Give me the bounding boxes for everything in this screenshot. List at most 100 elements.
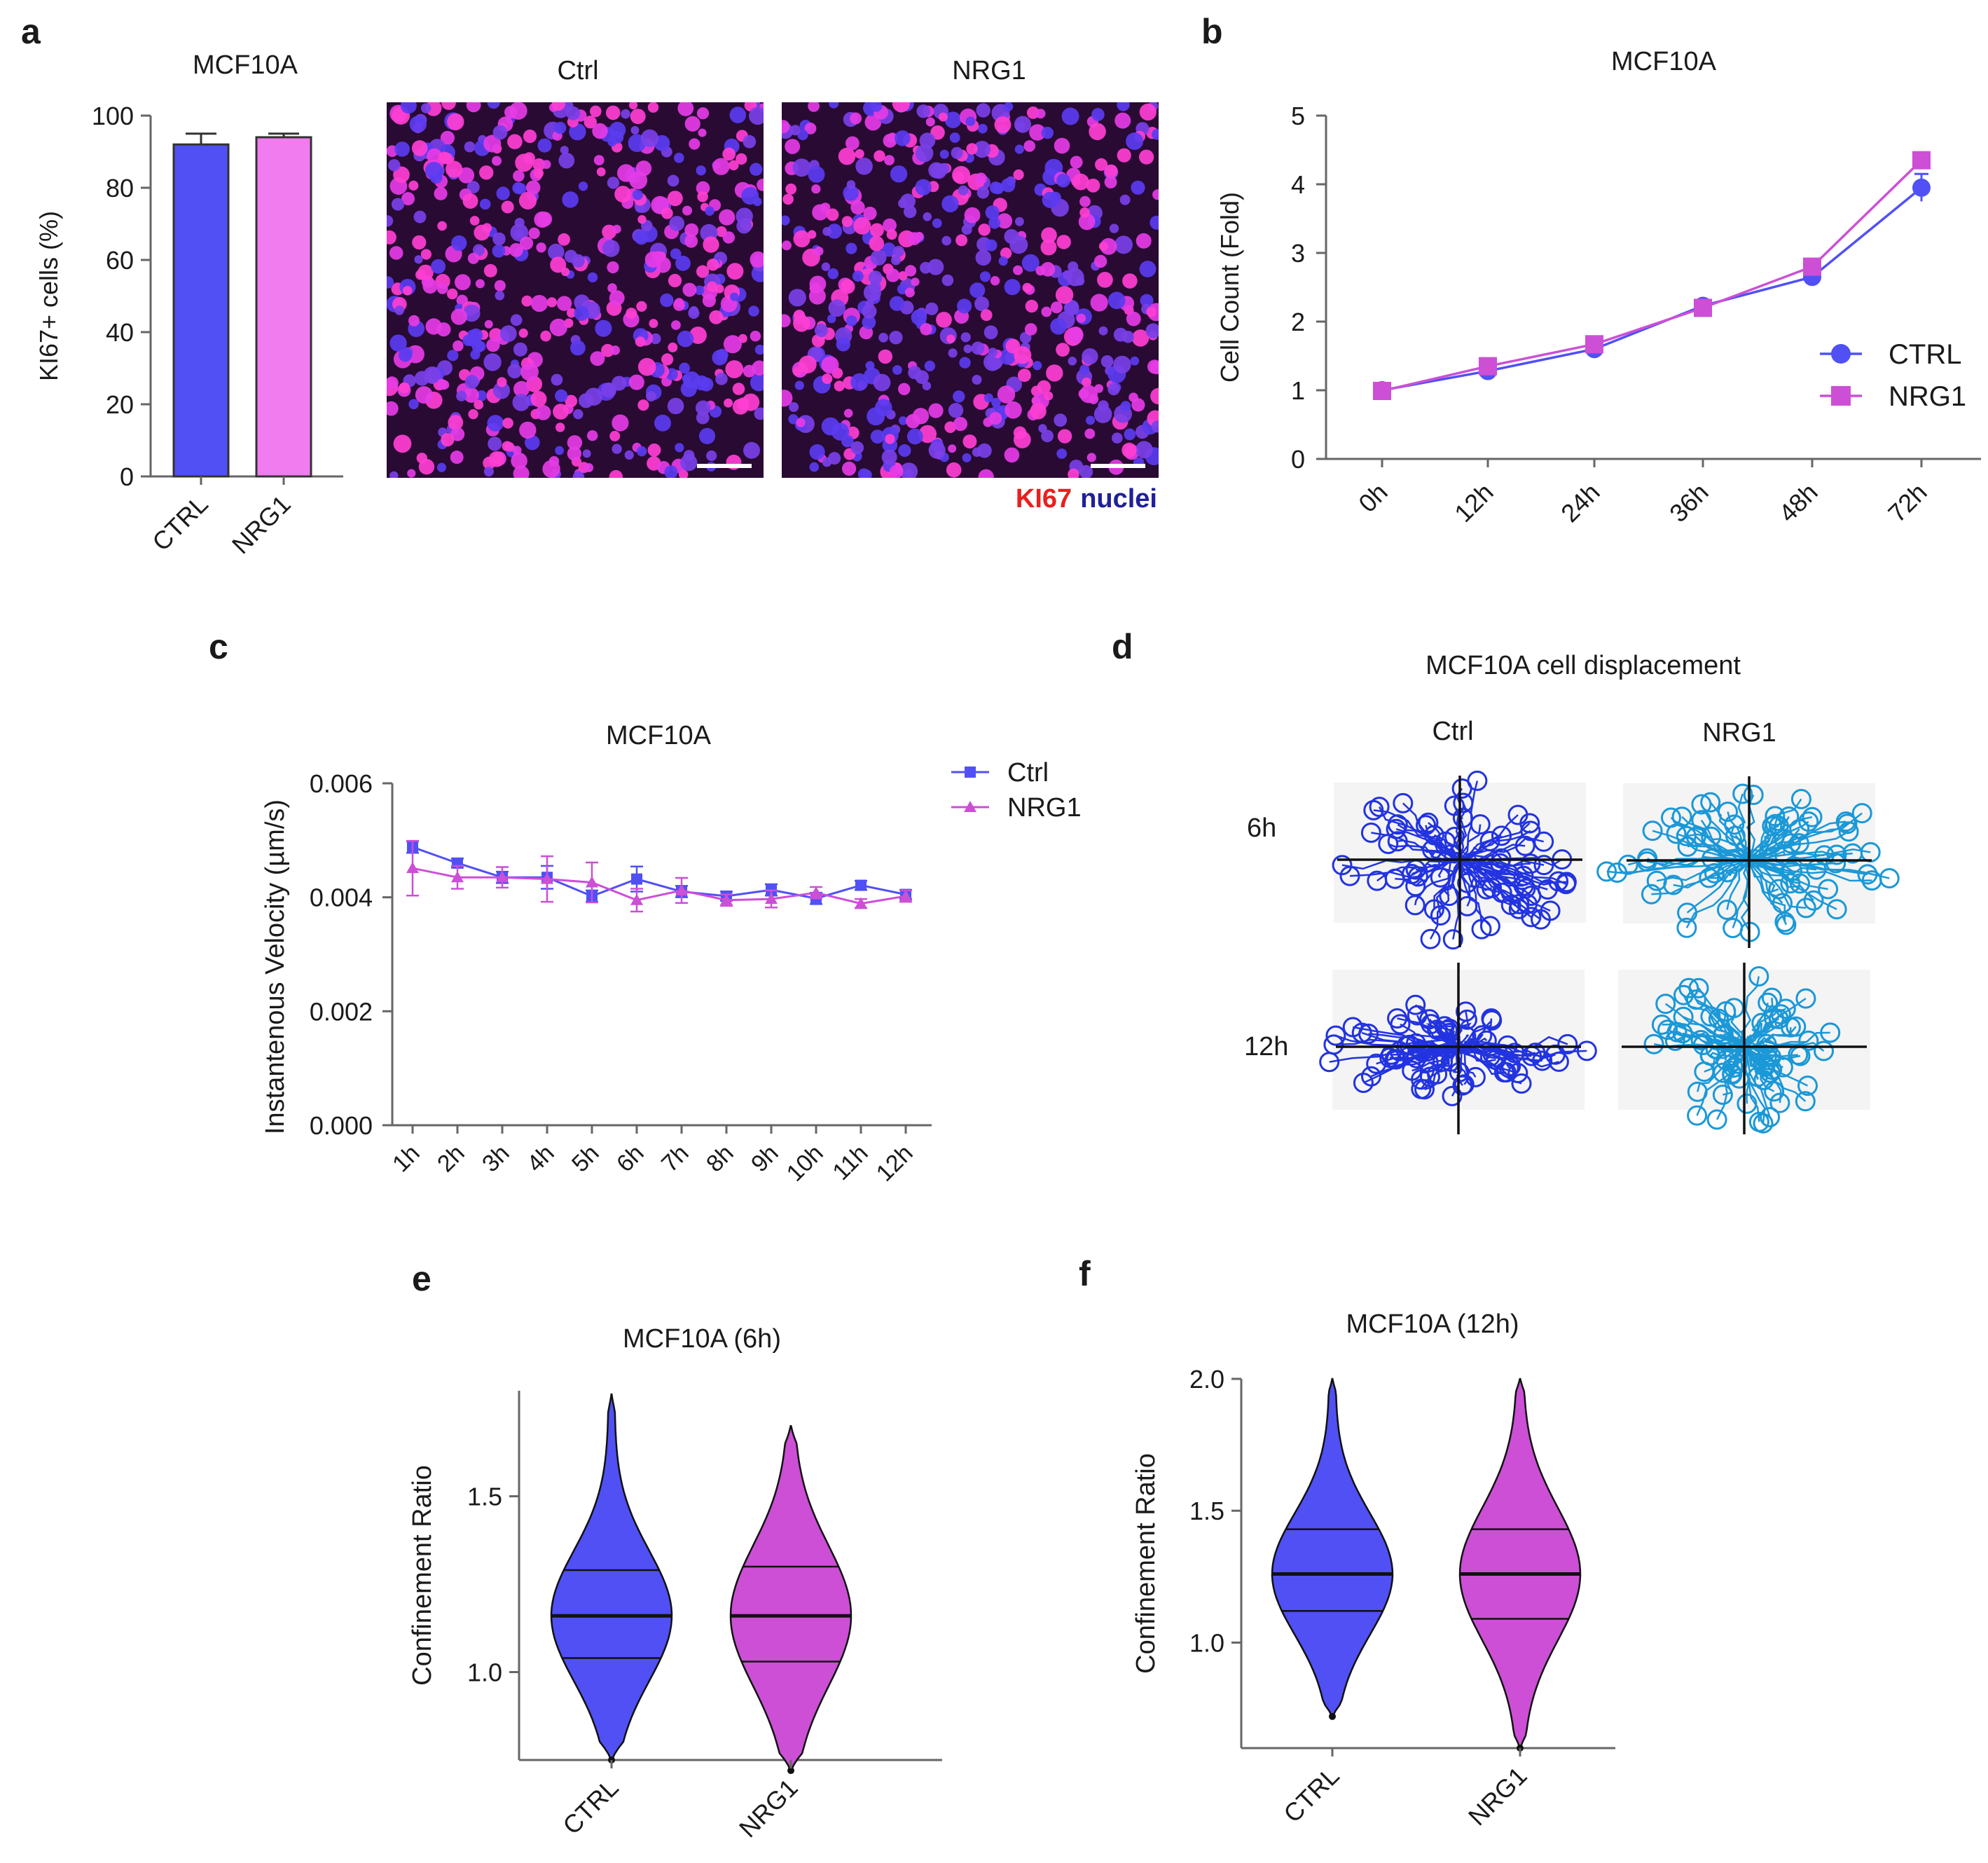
nucleus [1130,356,1140,366]
nucleus [394,142,410,157]
nucleus [750,331,761,342]
displacement-title: MCF10A cell displacement [1426,651,1741,680]
nucleus [978,224,990,236]
nucleus [1013,265,1023,275]
track-endpoint [1795,1091,1816,1112]
nucleus [1050,301,1063,314]
y-tick-label: 0.004 [310,884,373,912]
scale-bar [697,464,752,468]
track-line [1652,830,1750,862]
track-line [1738,1046,1749,1079]
nucleus [1041,429,1054,443]
nucleus [448,415,464,430]
nucleus [820,202,831,213]
nucleus [504,442,515,452]
track-endpoint [1780,873,1801,894]
track-line [1371,1045,1459,1078]
nucleus [393,166,410,184]
nucleus [976,103,990,118]
nucleus [862,303,877,319]
nucleus [827,268,839,280]
nucleus [750,251,764,268]
nucleus [636,446,647,457]
track-endpoint [1353,1073,1374,1093]
nucleus [427,148,443,164]
nucleus [878,333,888,343]
data-point [631,873,642,885]
track-endpoint [1716,1050,1737,1071]
nucleus [904,468,913,478]
nucleus [922,381,932,391]
nucleus [612,444,622,454]
y-tick-label: 1.0 [1189,1628,1224,1657]
track-endpoint [1617,854,1638,875]
nucleus [560,146,569,155]
x-tick-label: NRG1 [226,490,296,560]
track-endpoint [1442,1085,1463,1106]
track-endpoint [1479,916,1500,937]
track-line [1748,828,1800,861]
line-chart-velocity: MCF10A 0.000 0.002 0.004 0.006 Instantenous V… [261,721,1082,1187]
track-line [1673,859,1750,889]
y-axis-label: KI67+ cells (%) [34,211,63,381]
nucleus [853,216,871,235]
nucleus [450,308,467,325]
nucleus [438,151,451,164]
nucleus [1124,428,1136,441]
nucleus [732,399,749,415]
track-endpoint [1642,820,1663,841]
data-point [855,897,867,909]
nucleus [668,273,682,288]
data-point [720,893,733,905]
nucleus [389,334,407,352]
track-endpoint [1797,1075,1818,1097]
nucleus [431,259,446,274]
nucleus [1088,394,1099,404]
nucleus [788,414,799,425]
nucleus [512,446,522,455]
violin-min-point [787,1767,794,1775]
nucleus [898,416,908,425]
nucleus [1146,306,1157,317]
nucleus [827,224,843,239]
track-endpoint [1405,994,1426,1015]
data-point [406,862,419,874]
track-endpoint [1760,1107,1781,1127]
nucleus [512,394,530,411]
nucleus [842,461,857,476]
nucleus [607,177,620,189]
track-endpoint [1774,912,1795,933]
nucleus [401,192,415,206]
track-plot [1319,963,1597,1134]
nucleus [916,104,930,118]
track-endpoint [1342,1017,1363,1038]
nucleus [904,265,917,277]
track-line [1697,987,1746,1047]
nucleus [635,336,646,348]
nucleus [850,373,869,392]
nucleus [705,206,715,216]
track-endpoint [1427,1019,1448,1040]
nucleus [828,452,841,465]
nucleus [702,294,717,308]
nucleus [455,274,471,291]
nucleus [907,232,921,245]
x-tick-label: 10h [782,1140,829,1187]
nucleus [669,216,685,231]
nucleus [928,403,944,418]
nucleus [883,133,897,148]
nucleus [821,262,831,271]
track-endpoint [1802,806,1823,827]
nucleus [550,256,567,273]
track-endpoint [1472,1025,1493,1046]
nucleus [941,274,954,287]
x-tick-label: 8h [701,1140,739,1178]
nucleus [474,399,484,410]
nucleus [682,282,697,297]
violin-ctrl [550,1393,673,1761]
nucleus [609,121,626,139]
nucleus [794,380,804,390]
track-line [1748,825,1779,861]
track-endpoint [1576,1040,1597,1061]
track-endpoint [1641,884,1662,905]
